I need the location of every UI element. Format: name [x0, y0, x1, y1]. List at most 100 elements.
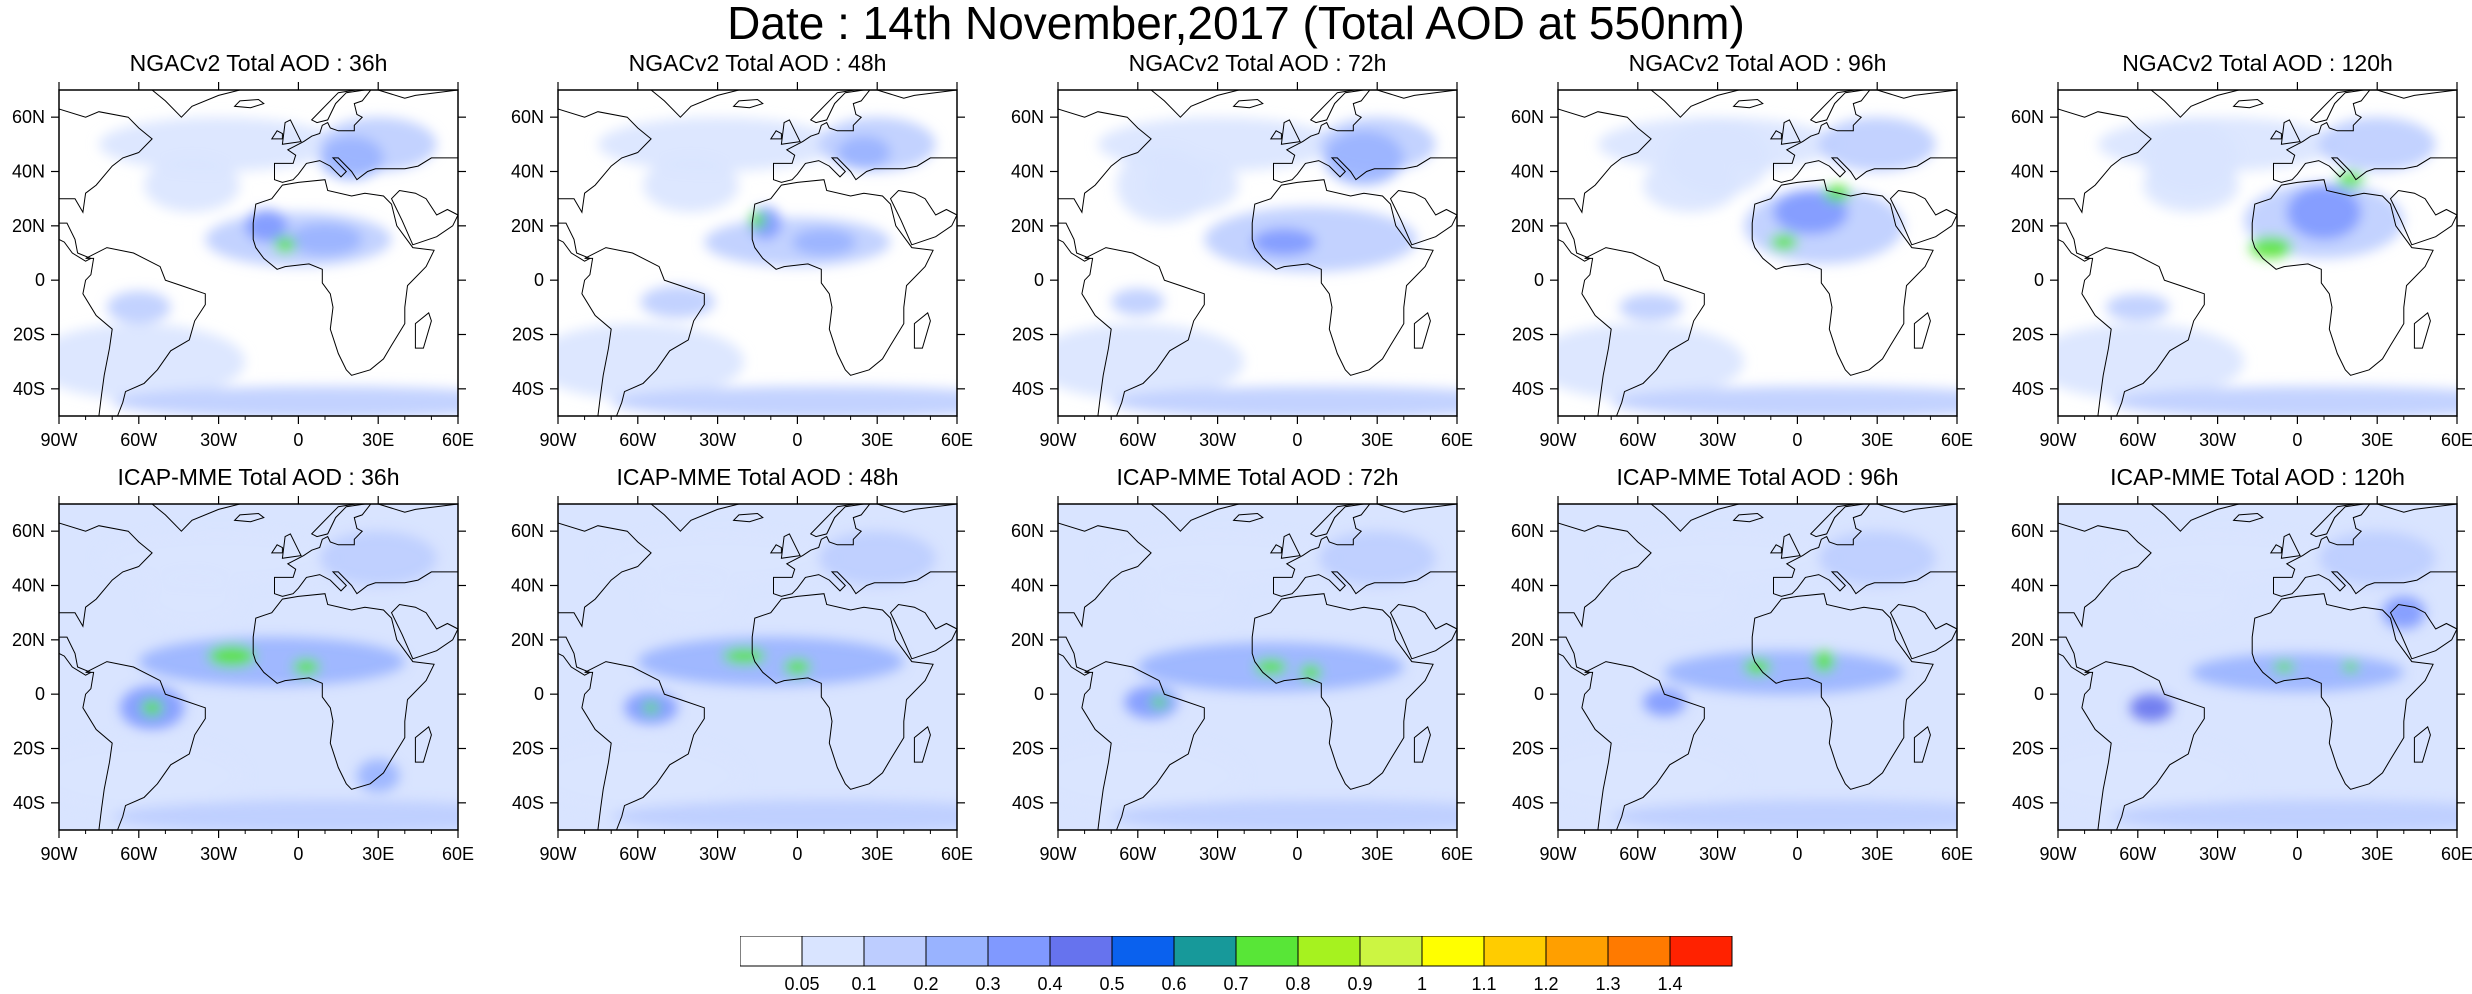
aod-plume: [1818, 117, 1936, 172]
coastline: [2269, 544, 2282, 554]
aod-plume: [59, 323, 246, 400]
x-tick-label: 30W: [200, 844, 237, 864]
x-tick-label: 30W: [1699, 844, 1736, 864]
aod-plume: [1664, 119, 1771, 196]
coastline: [1269, 130, 1282, 140]
map-frame: [2057, 89, 2458, 417]
y-tick-label: 20N: [1011, 630, 1044, 650]
y-tick-label: 0: [1034, 270, 1044, 290]
y-tick-label: 60N: [1511, 107, 1544, 127]
coastline: [1280, 533, 1301, 559]
map-panel: ICAP-MME Total AOD : 72h 90W 60W 30W 0 30E 60E…: [1011, 464, 1473, 870]
colorbar-swatch: [925, 936, 989, 967]
y-tick-label: 40N: [2011, 162, 2044, 182]
y-tick-label: 20N: [1511, 216, 1544, 236]
coastline: [1269, 544, 1282, 554]
x-tick-label: 60W: [120, 844, 157, 864]
y-tick-label: 20S: [2012, 325, 2044, 345]
aod-plume: [1058, 737, 1245, 814]
colorbar-swatch: [1421, 936, 1485, 967]
coastline: [1581, 247, 1705, 416]
panel-title: NGACv2 Total AOD : 96h: [1628, 50, 1887, 76]
aod-plume: [1813, 650, 1835, 673]
colorbar-swatch: [1235, 936, 1299, 967]
y-tick-label: 20S: [1012, 739, 1044, 759]
aod-plume: [1111, 386, 1457, 416]
x-tick-label: 30E: [861, 430, 893, 450]
coastline: [1558, 636, 1592, 676]
coastline: [414, 311, 432, 349]
y-tick-label: 0: [534, 684, 544, 704]
coastline: [1773, 504, 1957, 597]
aod-plume: [1619, 293, 1684, 321]
aod-plume: [2143, 119, 2239, 196]
x-tick-label: 60W: [1619, 430, 1656, 450]
panel-title: NGACv2 Total AOD : 48h: [628, 50, 887, 76]
x-tick-label: 30W: [1199, 430, 1236, 450]
y-tick-label: 0: [534, 270, 544, 290]
coastline: [233, 98, 265, 109]
aod-plume: [597, 117, 838, 172]
y-tick-label: 0: [1534, 270, 1544, 290]
aod-plume: [2111, 800, 2457, 830]
x-tick-label: 30W: [2199, 844, 2236, 864]
x-tick-label: 60W: [120, 430, 157, 450]
x-tick-label: 90W: [1039, 430, 1076, 450]
map-plot: 90W 60W 30W 0 30E 60E 60N 40N 20N 0 20S 40S: [1511, 496, 1973, 864]
x-tick-label: 90W: [539, 844, 576, 864]
coastline: [82, 661, 206, 830]
coastline: [558, 636, 592, 676]
coastline: [281, 533, 302, 559]
x-tick-label: 60E: [1441, 430, 1473, 450]
aod-plume: [106, 291, 171, 324]
coastline: [2280, 119, 2301, 145]
coastline: [1769, 544, 1782, 554]
aod-plume: [1558, 323, 1745, 400]
y-tick-label: 60N: [1011, 107, 1044, 127]
colorbar-label: 0.05: [784, 974, 819, 994]
coastline: [1581, 661, 1705, 830]
aod-plume: [287, 223, 363, 256]
coastline: [2058, 636, 2092, 676]
aod-plume: [144, 571, 240, 627]
panel-title: NGACv2 Total AOD : 72h: [1128, 50, 1387, 76]
coastline: [1273, 504, 1457, 597]
aod-plume: [207, 645, 256, 667]
map-panel: ICAP-MME Total AOD : 36h 90W 60W 30W 0 30E 60E…: [12, 464, 474, 870]
y-tick-label: 60N: [12, 521, 45, 541]
y-tick-label: 40N: [2011, 576, 2044, 596]
coastline: [1780, 533, 1801, 559]
y-tick-label: 60N: [2011, 521, 2044, 541]
coastline: [780, 533, 801, 559]
y-tick-label: 0: [35, 270, 45, 290]
aod-plume: [1111, 800, 1457, 830]
y-tick-label: 0: [2034, 684, 2044, 704]
aod-plume: [293, 658, 320, 676]
coastline: [1751, 593, 1934, 790]
x-tick-label: 30E: [2361, 844, 2393, 864]
x-tick-label: 60W: [1119, 844, 1156, 864]
y-tick-label: 40N: [1511, 162, 1544, 182]
coastline: [1058, 108, 1152, 214]
aod-plume: [1300, 664, 1322, 681]
aod-plume: [643, 702, 660, 714]
map-frame: [1557, 89, 1958, 417]
coastline: [1732, 512, 1764, 523]
y-tick-label: 40N: [12, 576, 45, 596]
colorbar-swatch: [863, 936, 927, 967]
coastline: [1913, 725, 1931, 763]
coastline: [1103, 90, 1240, 118]
coastline: [1280, 119, 1301, 145]
coastline: [252, 593, 435, 790]
x-tick-label: 0: [792, 430, 802, 450]
coastline: [1232, 512, 1264, 523]
x-tick-label: 60E: [1441, 844, 1473, 864]
y-tick-label: 60N: [1011, 521, 1044, 541]
aod-plume: [637, 637, 904, 687]
y-tick-label: 20S: [1012, 325, 1044, 345]
map-panel: ICAP-MME Total AOD : 48h 90W 60W 30W 0 30E 60E…: [511, 464, 973, 870]
panel-title: ICAP-MME Total AOD : 48h: [616, 464, 899, 490]
aod-plume: [1111, 288, 1165, 316]
colorbar-label: 0.4: [1037, 974, 1062, 994]
y-tick-label: 20S: [2012, 739, 2044, 759]
